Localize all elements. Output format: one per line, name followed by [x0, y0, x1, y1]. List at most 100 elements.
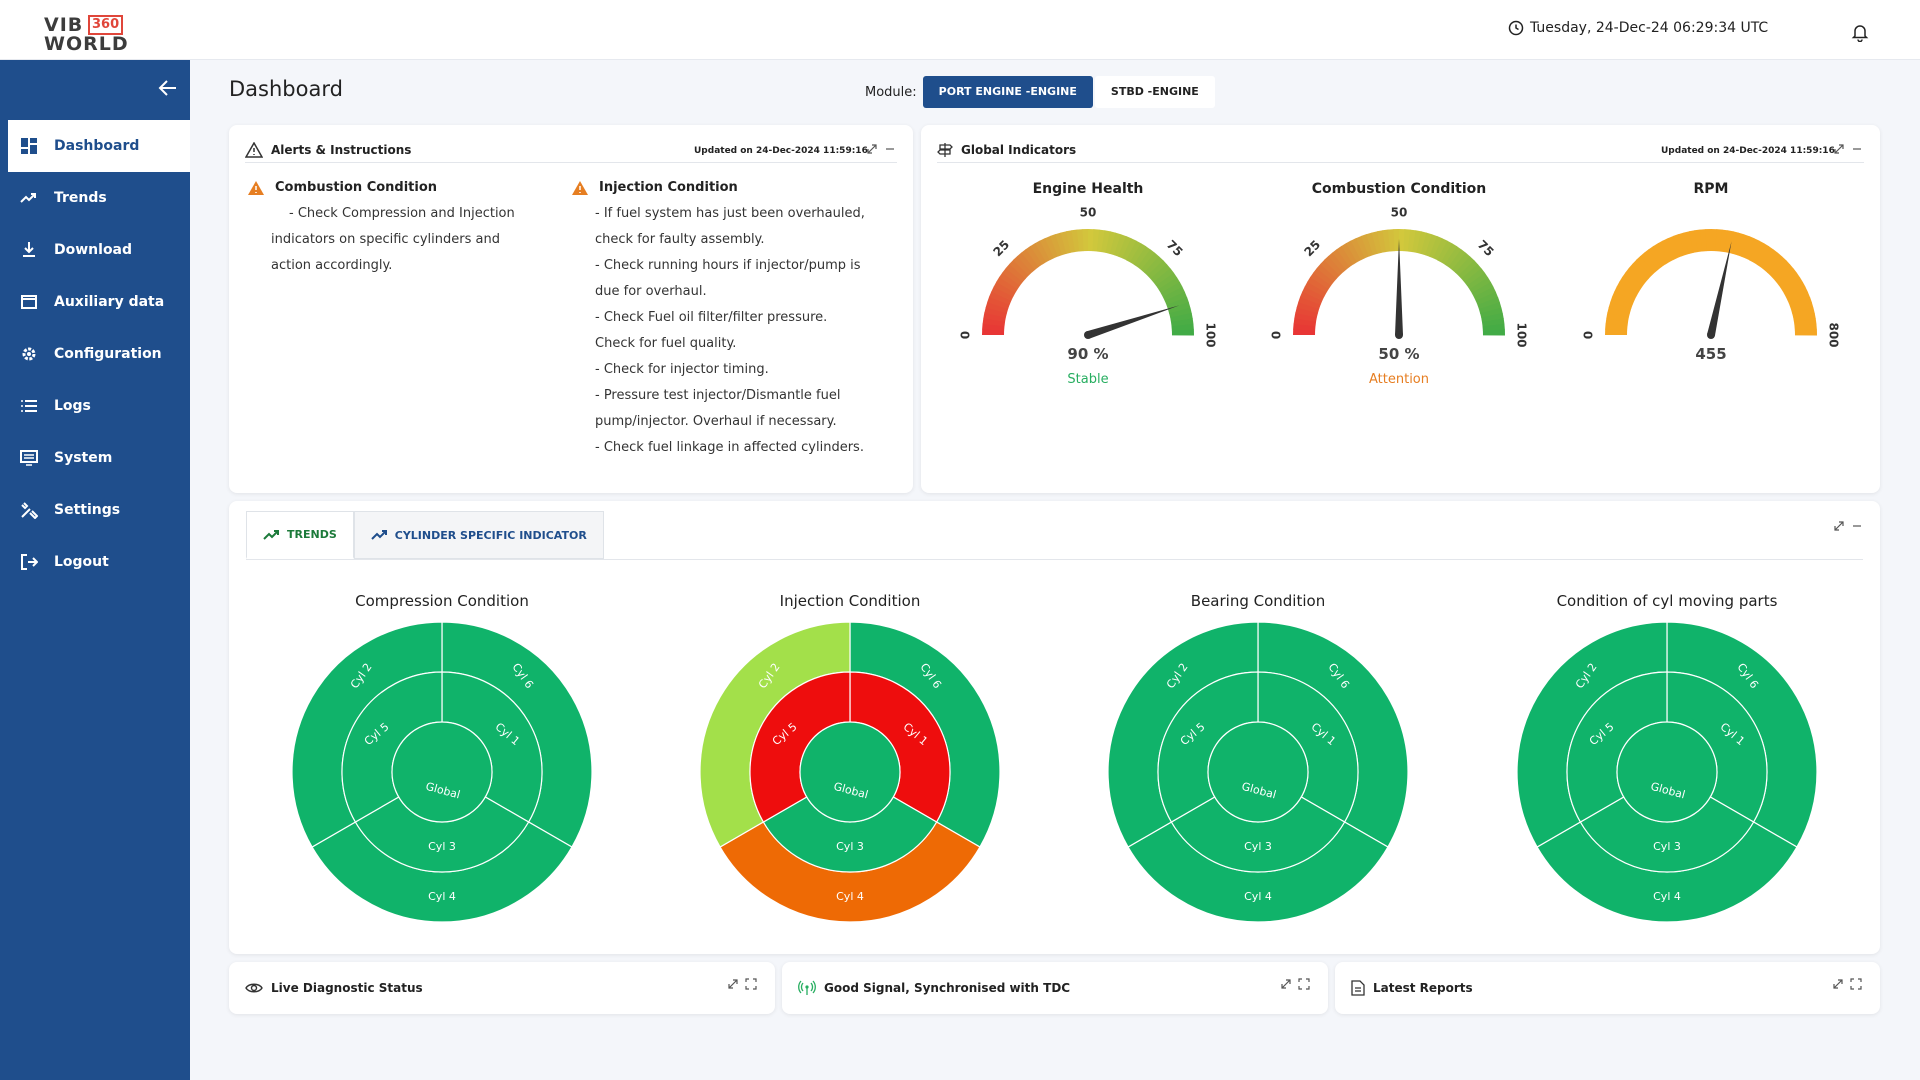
bell-icon[interactable] — [1851, 22, 1869, 42]
sunburst-outer-label: Cyl 4 — [428, 890, 456, 903]
gauge-arc-segment — [1295, 307, 1318, 318]
gauge-arc-segment — [1105, 231, 1116, 254]
gauge-arc-segment — [1478, 302, 1502, 314]
datetime: Tuesday, 24-Dec-24 06:29:34 UTC — [1508, 20, 1768, 36]
datetime-text: Tuesday, 24-Dec-24 06:29:34 UTC — [1530, 20, 1769, 36]
injection-alert-title-row: Injection Condition — [571, 175, 901, 201]
fullscreen-icon[interactable] — [745, 978, 757, 990]
gauge-arc-segment — [1437, 240, 1453, 263]
live-diagnostic-card[interactable]: Live Diagnostic Status — [229, 962, 775, 1014]
warning-icon — [248, 181, 264, 195]
gauge-arc-segment — [1332, 248, 1350, 270]
sunburst-center[interactable] — [799, 721, 901, 823]
alert-line: action accordingly. — [271, 258, 393, 273]
top-bar: VIB 360 WORLD Tuesday, 24-Dec-24 06:29:3… — [0, 0, 1920, 60]
gauge-arc-segment — [1025, 245, 1043, 267]
expand-icon[interactable] — [727, 978, 739, 990]
gauge-arc-segment — [1662, 237, 1678, 261]
latest-reports-title: Latest Reports — [1373, 981, 1473, 995]
minimize-icon[interactable] — [1852, 143, 1862, 155]
sunburst-center[interactable] — [391, 721, 493, 823]
expand-icon[interactable] — [1832, 978, 1844, 990]
logo[interactable]: VIB 360 WORLD — [40, 12, 140, 55]
module-port-engine-button[interactable]: PORT ENGINE -ENGINE — [922, 76, 1093, 108]
alert-line: indicators on specific cylinders and — [271, 232, 500, 247]
fullscreen-icon[interactable] — [1850, 978, 1862, 990]
gauge-arc-segment — [1167, 302, 1191, 314]
gauge-arc-segment — [1787, 291, 1811, 306]
gauge-arc-segment — [1144, 256, 1164, 276]
sunburst-center[interactable] — [1616, 721, 1718, 823]
sunburst-inner-label: Cyl 3 — [1653, 840, 1681, 853]
sidebar-item-system[interactable]: System — [8, 432, 190, 484]
gauge-arc-segment — [1005, 263, 1026, 283]
document-icon — [1351, 980, 1365, 996]
logo-text-bottom: WORLD — [44, 33, 129, 55]
sunburst-center[interactable] — [1207, 721, 1309, 823]
arrow-left-icon[interactable] — [156, 76, 180, 100]
gauge-arc-segment — [1300, 291, 1323, 305]
fullscreen-icon[interactable] — [1298, 978, 1310, 990]
gauge-arc-segment — [1171, 323, 1194, 331]
alerts-card-title: Alerts & Instructions — [271, 142, 412, 157]
minimize-icon[interactable] — [885, 143, 895, 155]
sidebar-item-label: Settings — [54, 502, 121, 518]
trend-icon — [263, 529, 279, 540]
signal-status-card[interactable]: Good Signal, Synchronised with TDC — [782, 962, 1328, 1014]
gauge-arc-segment — [1441, 243, 1458, 265]
sidebar-item-settings[interactable]: Settings — [8, 484, 190, 536]
latest-reports-card[interactable]: Latest Reports — [1335, 962, 1880, 1014]
sidebar-item-auxiliary-data[interactable]: Auxiliary data — [8, 276, 190, 328]
gauge-arc-segment — [1307, 276, 1329, 293]
global-card-title: Global Indicators — [961, 142, 1077, 157]
combustion-alert: Combustion Condition - Check Compression… — [247, 175, 547, 279]
gauge-arc-segment — [1770, 260, 1791, 280]
sunburst-title-bearing: Bearing Condition — [1190, 592, 1326, 610]
sidebar-item-dashboard[interactable]: Dashboard — [8, 120, 190, 172]
sidebar-nav: Dashboard Trends Download Auxiliary data… — [8, 120, 190, 588]
gauge-arc-segment — [1622, 272, 1644, 290]
gauge-1: 0 25 50 75 100 50 % Attention — [1270, 206, 1529, 388]
gauge-arc-segment — [1790, 302, 1814, 314]
module-stbd-engine-button[interactable]: STBD -ENGINE — [1094, 76, 1215, 108]
sidebar-item-logs[interactable]: Logs — [8, 380, 190, 432]
gauge-arc-segment — [1166, 297, 1189, 310]
minimize-icon[interactable] — [1852, 520, 1862, 532]
tab-trends[interactable]: TRENDS — [246, 511, 354, 559]
gauge-arc-segment — [1433, 238, 1448, 261]
gauge-arc-segment — [1455, 256, 1475, 276]
expand-icon[interactable] — [1280, 978, 1292, 990]
gauge-arc-segment — [1126, 240, 1142, 263]
gauge-arc-segment — [1407, 229, 1417, 253]
gauge-arc-segment — [1632, 259, 1652, 279]
gauge-arc-segment — [1150, 264, 1171, 283]
global-card-header: Global Indicators — [937, 137, 1864, 163]
gauge-arc-segment — [1293, 328, 1316, 335]
expand-icon[interactable] — [866, 143, 878, 155]
gauge-arc-segment — [1477, 297, 1500, 310]
sidebar-item-label: Dashboard — [54, 138, 140, 154]
list-icon — [21, 400, 37, 412]
expand-icon[interactable] — [1833, 143, 1845, 155]
alert-line: - Check Compression and Injection — [289, 206, 515, 221]
gauge-arc-segment — [1355, 235, 1370, 259]
expand-icon[interactable] — [1833, 520, 1845, 532]
gauge-arc-segment — [1366, 232, 1378, 256]
tab-cylinder-specific-indicator[interactable]: CYLINDER SPECIFIC INDICATOR — [353, 511, 604, 559]
gauge-arc-segment — [1066, 230, 1076, 253]
gauge-title-combustion: Combustion Condition — [1311, 181, 1487, 197]
gauge-arc-segment — [1458, 260, 1479, 280]
gauge-arc-segment — [1160, 282, 1183, 298]
tools-icon — [21, 502, 38, 519]
sidebar-item-logout[interactable]: Logout — [8, 536, 190, 588]
gauge-arc-segment — [1628, 263, 1649, 283]
gauge-arc-segment — [1320, 259, 1340, 279]
gauge-needle-hub — [1707, 331, 1715, 339]
gauge-tick-label: 25 — [1301, 237, 1323, 259]
sidebar-item-trends[interactable]: Trends — [8, 172, 190, 224]
sidebar-item-download[interactable]: Download — [8, 224, 190, 276]
gauge-arc-segment — [999, 272, 1021, 290]
gauge-value: 455 — [1695, 345, 1726, 363]
sidebar-item-configuration[interactable]: Configuration — [8, 328, 190, 380]
